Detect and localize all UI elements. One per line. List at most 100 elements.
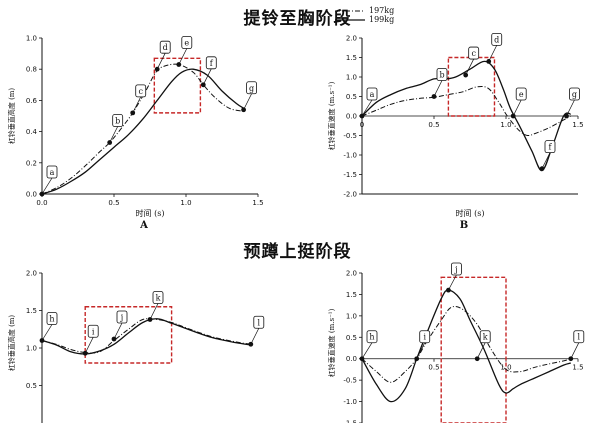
- annotation-box: [366, 87, 378, 101]
- annotation-leader: [243, 93, 252, 110]
- annotation-leader: [41, 177, 53, 195]
- annotation-label-f: f: [549, 143, 553, 152]
- x-tick-label: 0.5: [428, 364, 439, 372]
- y-tick-label: 0.8: [26, 66, 37, 74]
- annotation-label-h: h: [49, 315, 54, 324]
- annotation-leader: [433, 80, 443, 97]
- annotation-label-f: f: [210, 59, 214, 68]
- annotation-label-h: h: [369, 333, 374, 342]
- annotation-label-k: k: [156, 294, 161, 303]
- y-tick-label: 0.2: [26, 159, 37, 167]
- annotation-leader: [361, 342, 373, 359]
- chart-legend: 197kg 199kg: [335, 6, 394, 24]
- annotation-box: [46, 165, 58, 179]
- annotation-label-j: j: [454, 265, 457, 274]
- legend-line-solid: [335, 18, 365, 21]
- legend-label-199: 199kg: [369, 15, 395, 24]
- annotation-label-b: b: [115, 117, 120, 126]
- annotation-label-a: a: [370, 90, 375, 99]
- series-line-197kg: [41, 318, 251, 354]
- legend-item-197: 197kg: [335, 6, 394, 15]
- y-tick-label: -1.5: [343, 420, 357, 423]
- annotation-box: [87, 324, 99, 338]
- annotation-label-k: k: [483, 333, 488, 342]
- x-tick-label: 1.0: [500, 364, 511, 372]
- stage-title-top: 提铃至胸阶段: [243, 9, 352, 29]
- annotation-leader: [156, 53, 166, 70]
- x-tick-label: 0.5: [108, 199, 119, 207]
- annotation-leader: [476, 342, 486, 359]
- y-axis-label: 杠铃垂直速度 (m.s⁻¹): [327, 308, 336, 377]
- annotation-label-d: d: [494, 35, 499, 44]
- annotation-label-b: b: [439, 71, 444, 80]
- annotation-leader: [465, 58, 474, 76]
- legend-item-199: 199kg: [335, 15, 394, 24]
- annotation-label-l: l: [258, 318, 261, 327]
- y-tick-label: 0.5: [346, 93, 357, 101]
- annotation-leader: [149, 303, 159, 320]
- series-line-199kg: [41, 318, 251, 355]
- annotation-label-e: e: [519, 90, 524, 99]
- highlight-box: [440, 276, 507, 423]
- chart-a: 0.0 0.2 0.4 0.6 0.8 1.0 0.0 0.5 1.0 1.5 时间 (s) 杠铃垂直…: [7, 35, 264, 232]
- highlight-box: [84, 306, 173, 364]
- annotation-leader: [132, 96, 142, 114]
- y-tick-label: 0.4: [26, 128, 38, 136]
- annotation-leader: [488, 45, 498, 62]
- y-tick-label: 0.5: [26, 382, 37, 390]
- annotation-box: [253, 315, 265, 329]
- x-tick-label: 1.5: [252, 199, 263, 207]
- annotation-box: [479, 330, 491, 344]
- y-tick-label: 1.5: [26, 307, 37, 315]
- y-tick-label: 1.0: [346, 74, 357, 82]
- y-tick-label: 2.0: [26, 270, 37, 278]
- y-tick-label: 2.0: [346, 270, 357, 278]
- x-tick-label: 0: [360, 121, 364, 129]
- annotation-label-a: a: [50, 168, 55, 177]
- series-line-199kg: [41, 68, 244, 195]
- legend-label-197: 197kg: [369, 6, 395, 15]
- x-axis-label: 时间 (s): [456, 208, 485, 218]
- annotation-box: [116, 310, 128, 324]
- annotation-leader: [109, 126, 118, 143]
- y-tick-label: 2.0: [346, 35, 357, 43]
- y-axis-label: 杠铃垂直高度 (m): [7, 88, 16, 145]
- annotation-box: [468, 46, 480, 60]
- annotation-leader: [541, 152, 551, 169]
- annotation-leader: [416, 342, 426, 359]
- y-axis-label: 杠铃垂直速度 (m.s⁻¹): [327, 81, 336, 150]
- y-tick-label: -0.5: [343, 132, 357, 140]
- annotation-box: [569, 87, 580, 101]
- annotation-leader: [178, 48, 188, 65]
- annotation-leader: [361, 99, 373, 117]
- x-tick-label: 1.5: [572, 364, 583, 372]
- highlight-box: [447, 56, 496, 117]
- x-tick-label: 1.0: [500, 121, 511, 129]
- chart-d: -1.5 -1.0 -0.5 0.0 0.5 1.0 1.5 2.0 0.5 1.0 1.5 杠铃垂直…: [327, 262, 585, 423]
- annotation-label-d: d: [163, 43, 168, 52]
- annotation-label-j: j: [120, 313, 123, 322]
- annotation-box: [419, 330, 431, 344]
- annotation-box: [515, 87, 527, 101]
- annotation-leader: [512, 99, 522, 117]
- legend-line-dashdot: [335, 10, 365, 11]
- y-tick-label: 1.0: [346, 312, 357, 320]
- highlight-box: [153, 57, 202, 114]
- y-tick-label: 0.0: [26, 191, 37, 199]
- series-line-197kg: [361, 85, 572, 137]
- annotation-label-e: e: [184, 39, 189, 48]
- annotation-leader: [84, 337, 94, 354]
- x-axis-label: 时间 (s): [136, 208, 165, 218]
- y-tick-label: -2.0: [343, 191, 357, 199]
- y-tick-label: -0.5: [343, 377, 357, 385]
- annotation-box: [450, 262, 462, 276]
- data-point-b: [107, 140, 113, 145]
- chart-b: -2.0 -1.5 -1.0 -0.5 0.0 0.5 1.0 1.5 2.0 0 0.5 1.0 1.…: [327, 33, 584, 231]
- annotation-box: [152, 291, 164, 304]
- annotation-box: [366, 330, 378, 344]
- annotation-box: [544, 140, 556, 154]
- y-tick-label: -1.0: [343, 152, 357, 160]
- annotation-box: [181, 36, 193, 49]
- annotation-box: [46, 312, 58, 325]
- y-tick-label: 0.0: [346, 113, 357, 121]
